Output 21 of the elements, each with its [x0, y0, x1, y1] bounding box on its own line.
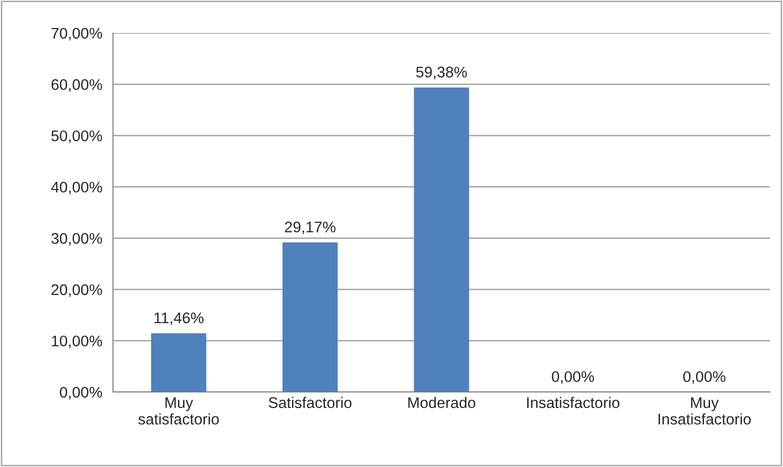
data-label: 11,46% — [154, 312, 204, 326]
data-label: 0,00% — [552, 371, 594, 384]
data-label: 29,17% — [284, 222, 336, 234]
x-tick-label: Insatisfactorio — [527, 396, 620, 408]
data-label: 0,00% — [683, 371, 726, 384]
bar — [282, 242, 338, 392]
y-tick-label: 50,00% — [51, 130, 102, 144]
x-tick-label: Muy satisfactorio — [138, 397, 219, 425]
bar — [151, 333, 206, 392]
bar — [414, 87, 470, 392]
y-tick-label: 60,00% — [52, 79, 102, 92]
x-tick-label: Muy Insatisfactorio — [658, 397, 751, 425]
data-label: 59,38% — [416, 66, 467, 80]
x-tick-label: Satisfactorio — [268, 396, 352, 408]
y-tick-label: 10,00% — [52, 336, 102, 348]
y-tick-label: 70,00% — [52, 28, 102, 40]
y-tick-label: 20,00% — [52, 284, 102, 297]
y-tick-label: 30,00% — [51, 233, 102, 246]
x-tick-label: Moderado — [408, 396, 476, 408]
y-tick-label: 40,00% — [51, 182, 102, 194]
y-tick-label: 0,00% — [60, 386, 102, 400]
